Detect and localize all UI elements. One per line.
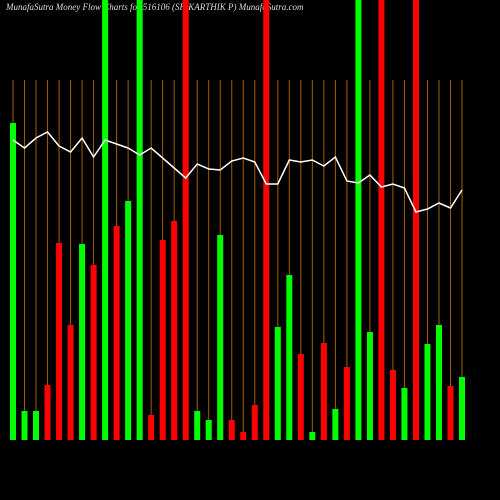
bar <box>251 405 258 440</box>
bar <box>194 411 201 440</box>
bar <box>33 411 40 440</box>
bar <box>205 420 212 440</box>
bar <box>10 123 16 440</box>
bar <box>125 201 132 440</box>
bar <box>309 432 316 440</box>
bar <box>21 411 28 440</box>
bar <box>148 415 155 440</box>
bar <box>320 343 327 440</box>
bar <box>44 385 51 440</box>
bar <box>343 367 350 440</box>
bar <box>274 327 281 440</box>
bar <box>424 344 431 440</box>
bar <box>228 420 235 440</box>
bar <box>67 325 74 440</box>
bar <box>286 275 293 440</box>
bar <box>435 325 442 440</box>
bar <box>332 409 339 440</box>
bar <box>113 226 120 440</box>
bar <box>171 221 178 440</box>
flow-line <box>12 131 463 213</box>
bar <box>366 332 373 440</box>
bar <box>412 0 419 440</box>
bar <box>217 235 224 440</box>
bar <box>355 0 362 440</box>
bar <box>447 386 454 440</box>
bar <box>90 265 97 440</box>
bar <box>263 0 270 440</box>
bar <box>182 0 189 440</box>
bar <box>297 354 304 440</box>
bar <box>56 243 63 440</box>
bar <box>240 432 247 440</box>
chart-title: MunafaSutra Money Flow Charts for 516106… <box>5 2 304 12</box>
bar <box>79 244 86 440</box>
bar <box>378 0 385 440</box>
bar <box>459 377 465 440</box>
bar <box>102 0 109 440</box>
bar <box>159 240 166 440</box>
bar <box>401 388 408 440</box>
bar <box>136 0 143 440</box>
bar <box>389 370 396 440</box>
